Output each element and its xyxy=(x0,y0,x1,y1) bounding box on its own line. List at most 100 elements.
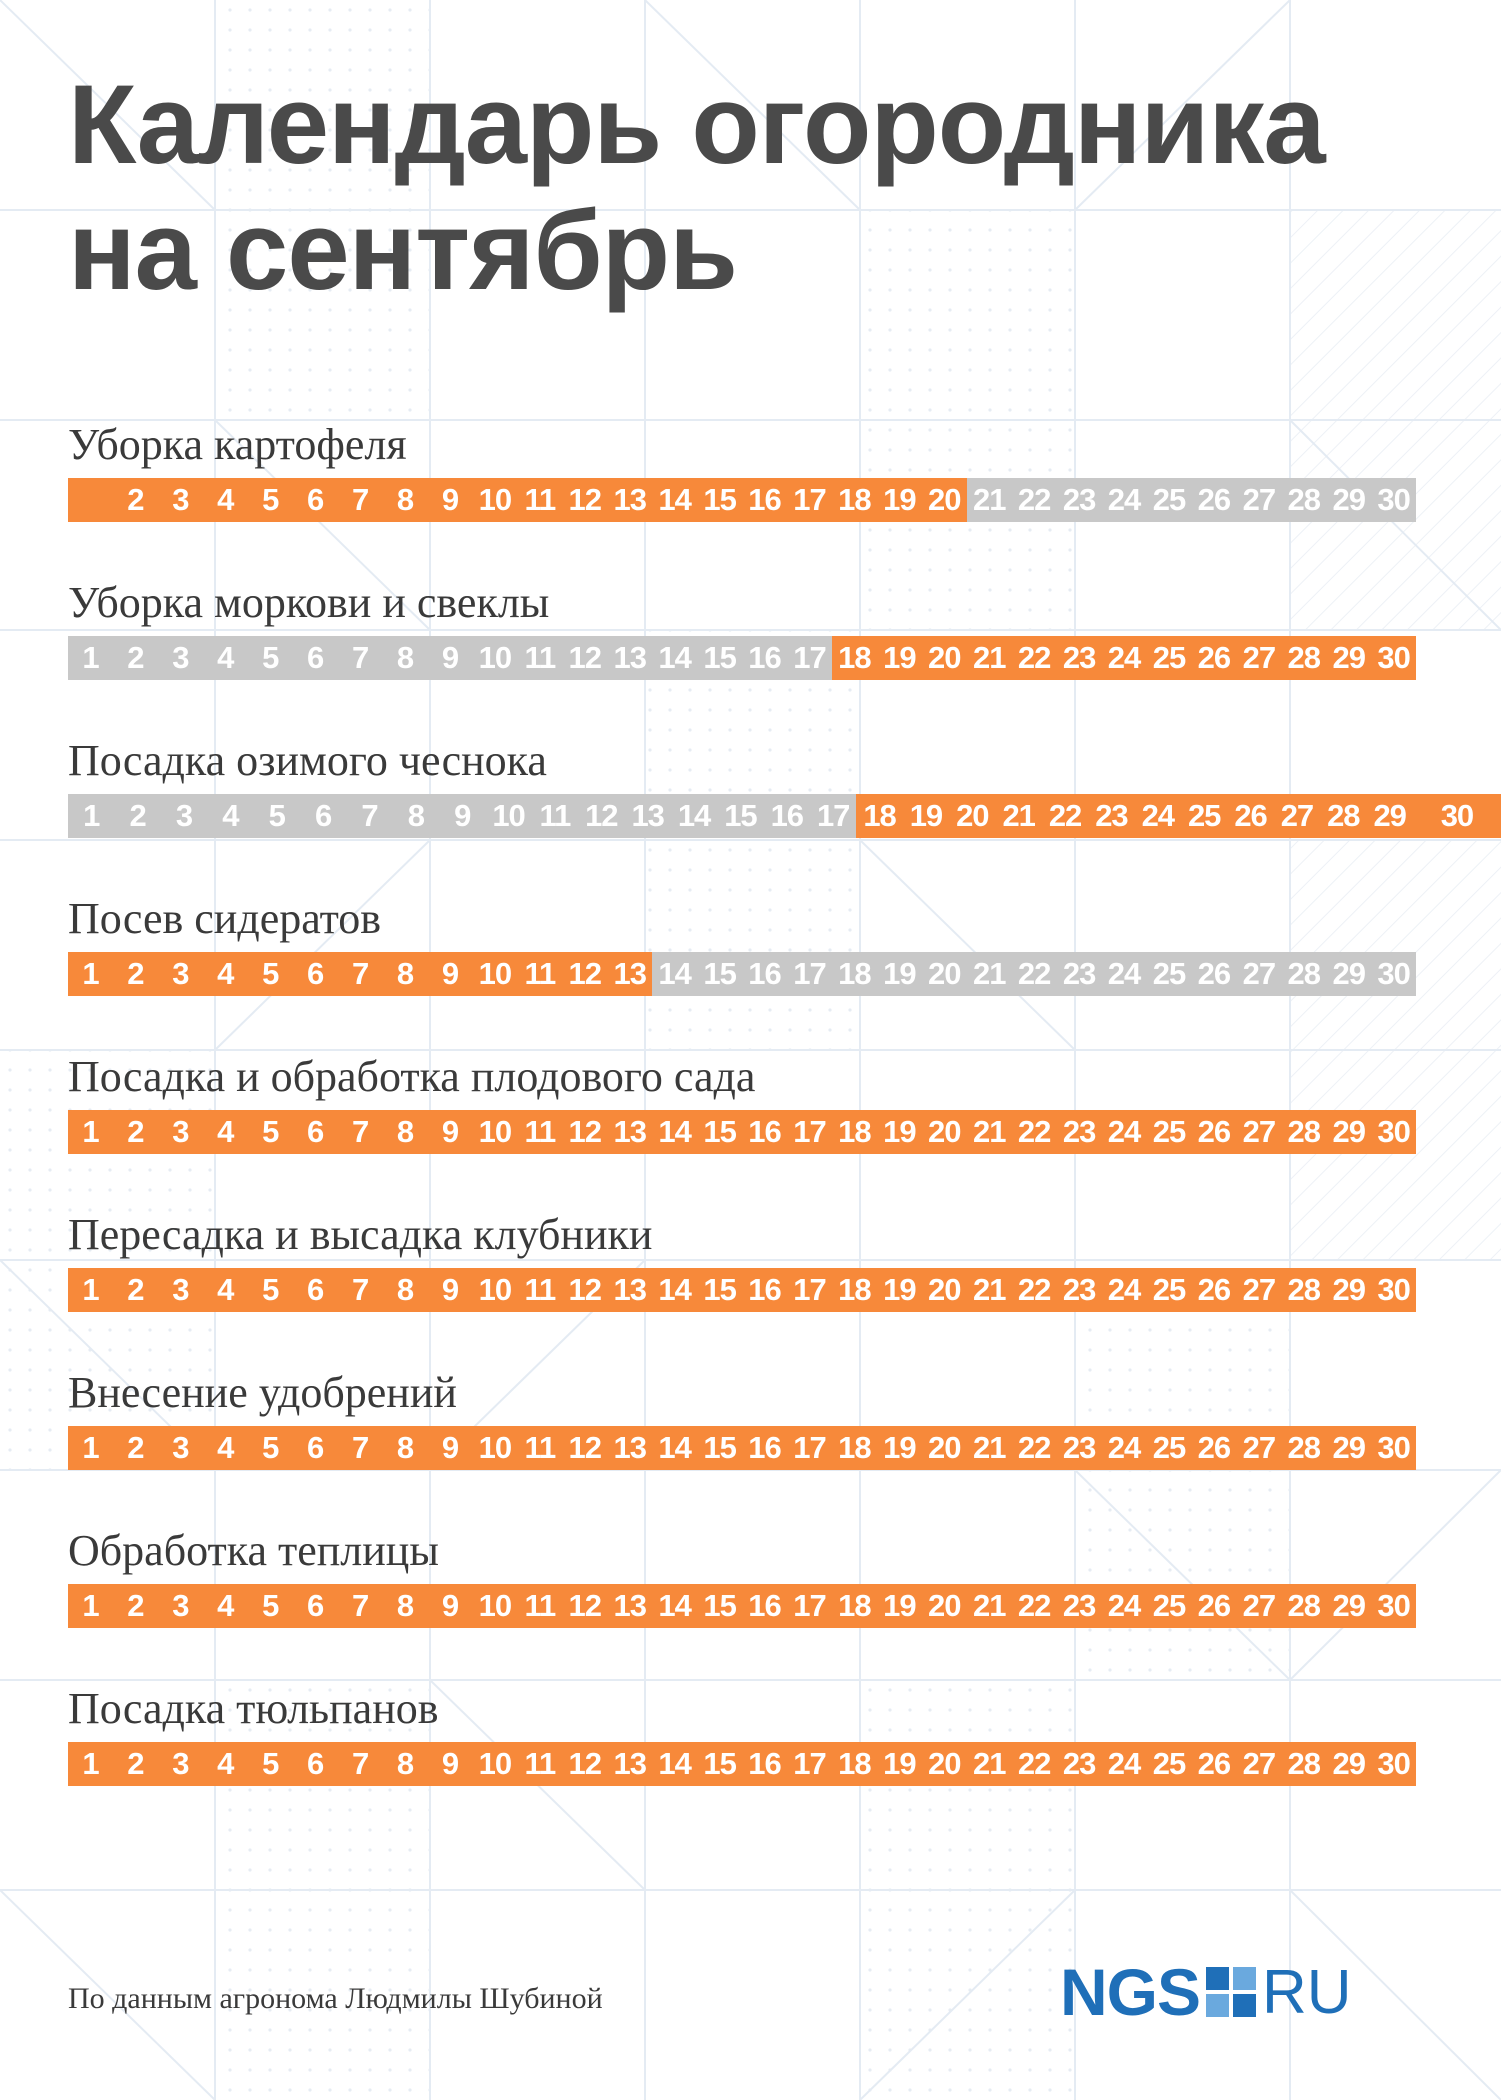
day-cell: 7 xyxy=(337,636,383,680)
day-cell: 20 xyxy=(921,952,967,996)
day-cell: 10 xyxy=(472,1426,518,1470)
day-cell: 18 xyxy=(831,478,877,522)
day-cell: 16 xyxy=(742,636,787,680)
day-cell: 30 xyxy=(1371,1110,1417,1154)
day-cell: 20 xyxy=(921,1742,967,1786)
day-cell: 3 xyxy=(157,478,203,522)
day-cell: 21 xyxy=(995,794,1042,838)
day-cell: 8 xyxy=(382,478,428,522)
day-cell: 2 xyxy=(112,952,158,996)
day-cell: 5 xyxy=(247,1268,293,1312)
day-cell: 12 xyxy=(578,794,625,838)
day-cell: 2 xyxy=(112,478,158,522)
ngs-logo: NGS RU xyxy=(1060,1952,1352,2032)
day-cell: 22 xyxy=(1011,952,1057,996)
day-cell: 14 xyxy=(652,1584,698,1628)
day-cell: 11 xyxy=(517,636,563,680)
day-cell: 1 xyxy=(68,1426,113,1470)
day-cell: 6 xyxy=(292,1110,338,1154)
calendar-row: Посадка и обработка плодового сада 1 2 3 4 5 6… xyxy=(68,1052,1420,1154)
day-cell: 21 xyxy=(966,1584,1012,1628)
calendar-row: Внесение удобрений 1 2 3 4 5 6 7 8 9 10 11 12 13 14 15 1… xyxy=(68,1368,1420,1470)
day-cell: 4 xyxy=(202,952,248,996)
calendar-row: Уборка картофеля 2 3 4 5 6 7 8 9 10 11 12 13 14 15 16 17… xyxy=(68,420,1420,522)
day-cell: 23 xyxy=(1056,636,1102,680)
day-cell: 13 xyxy=(607,636,653,680)
day-cell: 14 xyxy=(652,478,698,522)
day-cell: 16 xyxy=(742,1426,787,1470)
day-cell: 12 xyxy=(562,1584,608,1628)
row-label: Посадка озимого чеснока xyxy=(68,736,547,785)
day-cell: 17 xyxy=(787,1742,832,1786)
calendar-row: Уборка моркови и свеклы 1 2 3 4 5 6 7 8 9 10 11 12 13… xyxy=(68,578,1420,680)
day-cell: 13 xyxy=(607,1426,653,1470)
day-cell: 24 xyxy=(1134,794,1181,838)
day-cell: 1 xyxy=(68,794,115,838)
day-cell: 28 xyxy=(1281,952,1327,996)
day-cell: 10 xyxy=(472,1110,518,1154)
day-cell: 7 xyxy=(337,1584,383,1628)
day-cell: 25 xyxy=(1146,1426,1192,1470)
day-cell: 20 xyxy=(921,1110,967,1154)
day-cell: 30 xyxy=(1371,1584,1417,1628)
day-cell: 19 xyxy=(876,478,922,522)
day-cell: 22 xyxy=(1011,1584,1057,1628)
day-bar: 1 2 3 4 5 6 7 8 9 10 11 12 13 14 15 16 17 18 19 20 21 22 23 24 2… xyxy=(68,1268,1417,1312)
day-cell: 23 xyxy=(1056,1742,1102,1786)
day-cell: 5 xyxy=(247,1584,293,1628)
day-cell: 9 xyxy=(427,1268,473,1312)
day-cell: 24 xyxy=(1101,1426,1147,1470)
day-cell: 25 xyxy=(1146,1268,1192,1312)
day-cell: 12 xyxy=(562,1110,608,1154)
day-cell: 27 xyxy=(1236,1110,1282,1154)
day-cell: 21 xyxy=(966,1268,1012,1312)
day-cell: 7 xyxy=(337,1426,383,1470)
day-cell: 23 xyxy=(1056,478,1102,522)
day-cell: 18 xyxy=(831,952,877,996)
day-cell: 30 xyxy=(1371,1268,1417,1312)
day-cell: 13 xyxy=(607,478,653,522)
day-cell: 7 xyxy=(337,1110,383,1154)
day-cell: 25 xyxy=(1146,1742,1192,1786)
day-cell: 27 xyxy=(1236,1584,1282,1628)
day-cell: 21 xyxy=(966,478,1012,522)
day-cell: 12 xyxy=(562,1426,608,1470)
day-cell: 6 xyxy=(299,794,347,838)
day-cell: 23 xyxy=(1056,1268,1102,1312)
day-cell: 9 xyxy=(427,1742,473,1786)
title-line-1: Календарь огородника xyxy=(68,62,1326,187)
day-cell: 15 xyxy=(697,952,743,996)
day-cell: 24 xyxy=(1101,1584,1147,1628)
day-cell: 25 xyxy=(1146,636,1192,680)
day-cell: 15 xyxy=(697,1268,743,1312)
day-cell: 7 xyxy=(337,478,383,522)
day-cell: 10 xyxy=(472,478,518,522)
day-cell: 26 xyxy=(1191,952,1237,996)
day-cell: 8 xyxy=(382,1268,428,1312)
day-cell: 6 xyxy=(292,1268,338,1312)
day-bar: 2 3 4 5 6 7 8 9 10 11 12 13 14 15 16 17 18 19 20 21 22 23 24 25… xyxy=(68,478,1417,522)
day-cell: 3 xyxy=(157,1110,203,1154)
day-cell: 25 xyxy=(1146,1110,1192,1154)
calendar-row: Посадка тюльпанов 1 2 3 4 5 6 7 8 9 10 11 12 13 14 15 16… xyxy=(68,1684,1420,1786)
day-cell: 11 xyxy=(517,1268,563,1312)
day-cell: 27 xyxy=(1273,794,1321,838)
day-cell: 25 xyxy=(1146,952,1192,996)
day-cell: 28 xyxy=(1281,1268,1327,1312)
day-cell: 19 xyxy=(876,1742,922,1786)
day-cell: 3 xyxy=(157,1268,203,1312)
day-cell: 3 xyxy=(157,1584,203,1628)
day-cell: 29 xyxy=(1326,1426,1372,1470)
day-cell: 29 xyxy=(1326,1742,1372,1786)
day-cell: 15 xyxy=(717,794,764,838)
logo-ru-text: RU xyxy=(1262,1957,1352,2027)
day-cell: 13 xyxy=(624,794,671,838)
day-cell: 24 xyxy=(1101,1268,1147,1312)
day-cell: 11 xyxy=(517,1584,563,1628)
day-cell: 1 xyxy=(68,1742,113,1786)
day-cell: 5 xyxy=(247,1742,293,1786)
day-cell: 10 xyxy=(472,1584,518,1628)
calendar-row: Обработка теплицы 1 2 3 4 5 6 7 8 9 10 11 12 13 14 15 16… xyxy=(68,1526,1420,1628)
day-cell: 13 xyxy=(607,1110,653,1154)
day-cell: 28 xyxy=(1281,636,1327,680)
